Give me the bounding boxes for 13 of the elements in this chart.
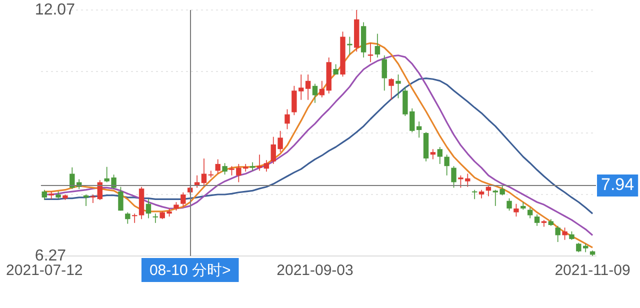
y-tick-label: 6.27 (34, 247, 66, 264)
candlestick (250, 162, 256, 171)
y-tick-label: 12.07 (34, 1, 76, 18)
candlestick (256, 154, 262, 171)
x-tick-label: 2021-09-03 (276, 262, 354, 280)
x-tick-label: 08-10 分时> (149, 262, 231, 280)
ref-line-label: 7.94 (601, 175, 634, 194)
candlestick (541, 220, 547, 227)
candlestick (48, 192, 54, 200)
x-tick-label: 2021-11-09 (554, 262, 630, 280)
candlestick (90, 194, 96, 203)
x-tick-label: 2021-07-12 (6, 262, 83, 280)
candlestick (368, 43, 374, 62)
